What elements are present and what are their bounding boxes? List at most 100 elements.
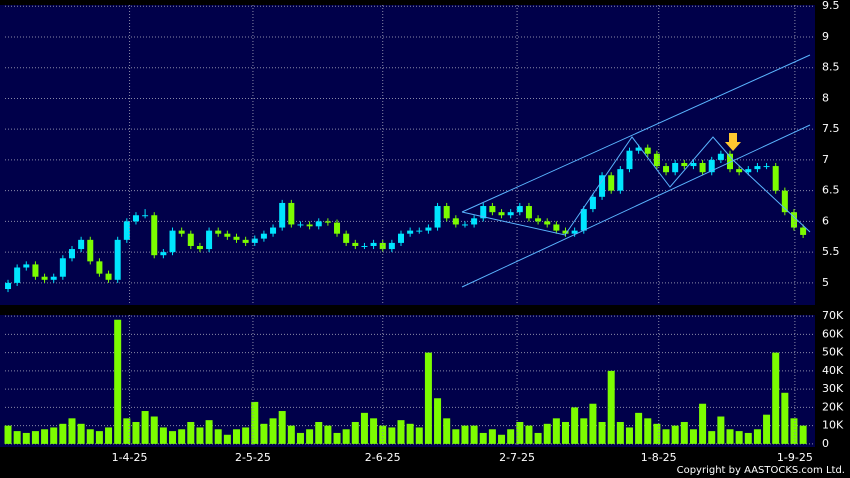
volume-bar [68, 418, 76, 444]
candle-body [553, 224, 560, 231]
channel-lower [461, 124, 811, 288]
volume-bar [196, 427, 204, 444]
candle-body [781, 190, 788, 213]
y-tick-label: 8 [822, 91, 829, 104]
volume-bar [726, 429, 734, 444]
channel-upper [461, 54, 811, 213]
candle-body [297, 224, 304, 226]
price-panel [0, 5, 815, 305]
candle-body [800, 227, 807, 235]
candle-body [41, 276, 48, 280]
candle-body [288, 202, 295, 225]
volume-bar [717, 416, 725, 444]
candle-body [525, 206, 532, 219]
copyright: Copyright by AASTOCKS.com Ltd. [677, 465, 845, 476]
candle-body [123, 221, 130, 240]
y-tick-label: 6 [822, 214, 829, 227]
volume-bar [763, 414, 771, 444]
candle-body [653, 153, 660, 167]
candle-body [279, 202, 286, 228]
y-tick-label: 30K [822, 382, 844, 395]
candle-body [187, 233, 194, 246]
y-tick-label: 5.5 [822, 245, 840, 258]
volume-bar [4, 425, 12, 444]
candle-body [68, 249, 75, 259]
candle-body [754, 166, 761, 170]
volume-bar [406, 423, 414, 444]
volume-bar [13, 431, 21, 444]
volume-bar [351, 421, 359, 444]
candle-body [151, 215, 158, 256]
candle-body [160, 252, 167, 256]
volume-bar [543, 423, 551, 444]
candle-body [270, 227, 277, 234]
candle-body [315, 221, 322, 227]
volume-bar [790, 418, 798, 444]
candle-body [571, 230, 578, 234]
volume-bar [360, 412, 368, 444]
volume-bar [214, 429, 222, 444]
volume-bar [689, 429, 697, 444]
volume-bar [114, 319, 122, 444]
y-tick-label: 7.5 [822, 122, 840, 135]
candle-body [224, 233, 231, 237]
candle-body [251, 238, 258, 243]
volume-bar [315, 421, 323, 444]
volume-bar [159, 427, 167, 444]
volume-bar [644, 418, 652, 444]
x-tick-label: 2-5-25 [235, 451, 271, 464]
volume-bar [598, 421, 606, 444]
x-tick-label: 2-7-25 [499, 451, 535, 464]
volume-bar [388, 427, 396, 444]
candle-body [361, 245, 368, 247]
candle-body [562, 230, 569, 234]
candle-body [471, 218, 478, 225]
volume-bar [516, 421, 524, 444]
candle-body [763, 166, 770, 168]
candle-body [215, 230, 222, 234]
volume-bar [251, 401, 259, 444]
volume-bar [498, 434, 506, 444]
candle-body [169, 230, 176, 253]
candle-body [306, 224, 313, 227]
y-tick-label: 60K [822, 327, 844, 340]
volume-bar [653, 423, 661, 444]
candle-body [690, 162, 697, 167]
volume-bar [22, 432, 30, 444]
candle-body [87, 239, 94, 262]
volume-bar [415, 427, 423, 444]
volume-bar [662, 429, 670, 444]
volume-bar [424, 352, 432, 444]
volume-bar [205, 420, 213, 444]
volume-bar [616, 421, 624, 444]
volume-bar [461, 425, 469, 444]
volume-bar [242, 427, 250, 444]
x-tick-label: 1-8-25 [641, 451, 677, 464]
volume-bar [525, 425, 533, 444]
volume-bar [31, 431, 39, 444]
volume-bar [488, 429, 496, 444]
candle-body [452, 218, 459, 225]
y-tick-label: 5 [822, 276, 829, 289]
x-tick-label: 2-6-25 [365, 451, 401, 464]
candle-body [397, 233, 404, 243]
x-tick-label: 1-9-25 [777, 451, 813, 464]
volume-bar [534, 432, 542, 444]
candle-body [672, 162, 679, 173]
candle-body [699, 162, 706, 173]
candle-body [635, 147, 642, 151]
volume-bar [50, 427, 58, 444]
candle-body [334, 222, 341, 234]
candle-body [32, 264, 39, 277]
candle-body [717, 153, 724, 160]
candle-body [489, 206, 496, 213]
candle-body [434, 206, 441, 228]
volume-bar [269, 418, 277, 444]
candle-body [388, 242, 395, 250]
volume-bar [77, 423, 85, 444]
volume-bar [799, 425, 807, 444]
volume-bar [479, 432, 487, 444]
volume-bar [333, 432, 341, 444]
candle-body [23, 264, 30, 268]
x-tick-label: 1-4-25 [112, 451, 148, 464]
